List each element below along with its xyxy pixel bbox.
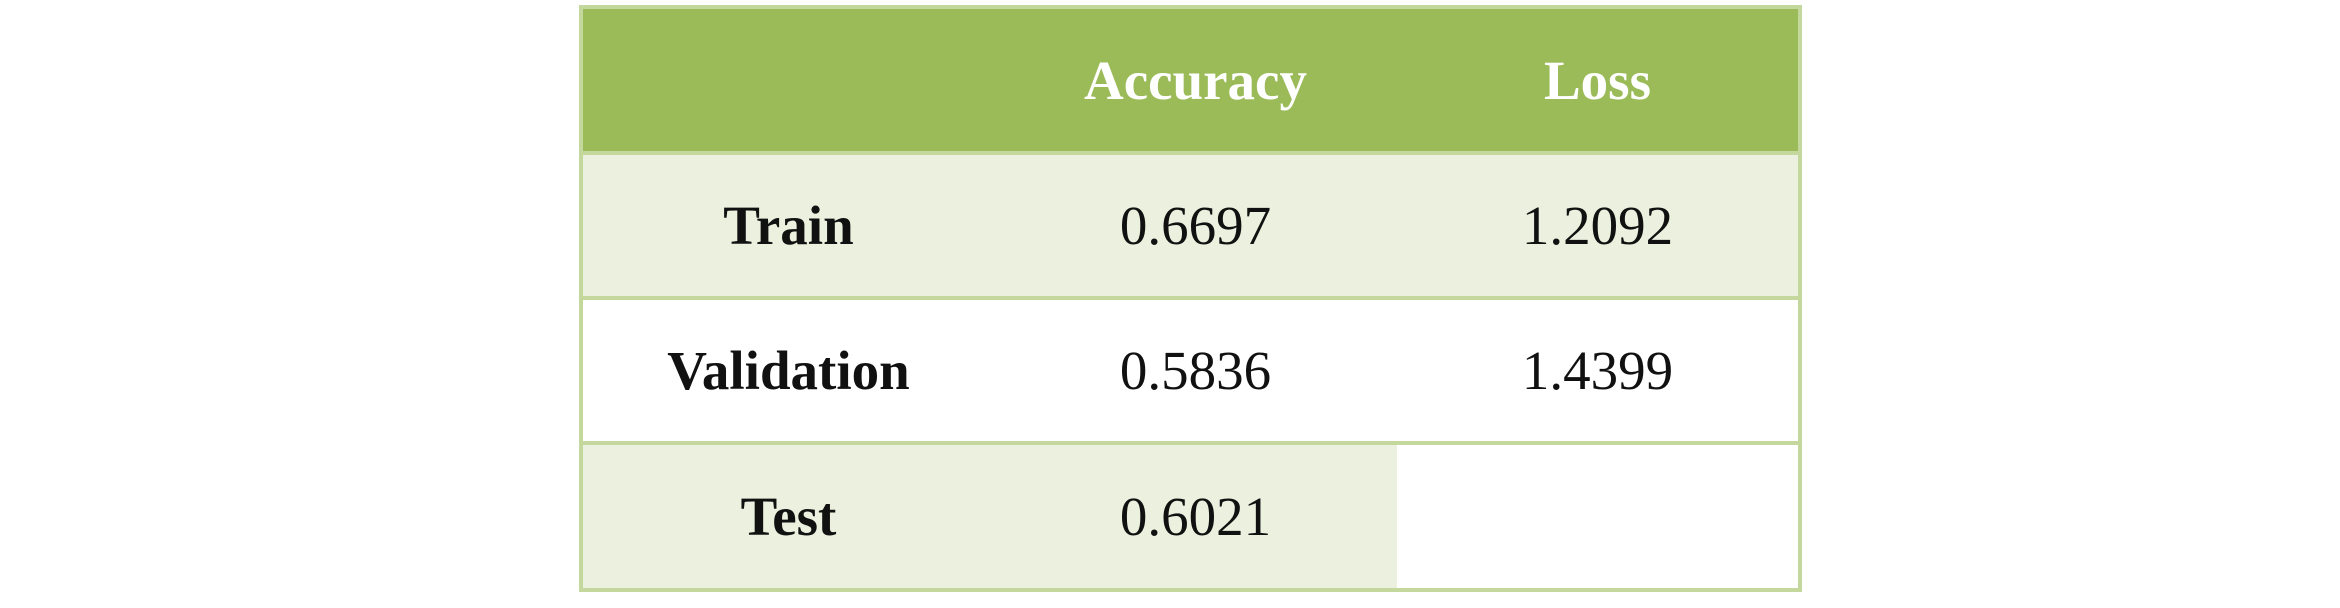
results-table: Accuracy Loss Train 0.6697 1.2092 Valida… xyxy=(579,5,1802,592)
accuracy-cell: 0.5836 xyxy=(994,296,1397,443)
table-row-train: Train 0.6697 1.2092 xyxy=(583,151,1798,298)
loss-cell: 1.2092 xyxy=(1397,151,1798,298)
header-corner-cell xyxy=(583,9,994,155)
table-row-test: Test 0.6021 xyxy=(583,441,1798,588)
loss-cell-empty xyxy=(1397,441,1798,588)
row-label: Test xyxy=(583,441,994,588)
loss-cell: 1.4399 xyxy=(1397,296,1798,443)
row-label: Train xyxy=(583,151,994,298)
accuracy-cell: 0.6697 xyxy=(994,151,1397,298)
header-loss: Loss xyxy=(1397,9,1798,155)
row-label: Validation xyxy=(583,296,994,443)
header-accuracy: Accuracy xyxy=(994,9,1397,155)
table-row-validation: Validation 0.5836 1.4399 xyxy=(583,296,1798,443)
accuracy-cell: 0.6021 xyxy=(994,441,1397,588)
header-row: Accuracy Loss xyxy=(583,9,1798,155)
